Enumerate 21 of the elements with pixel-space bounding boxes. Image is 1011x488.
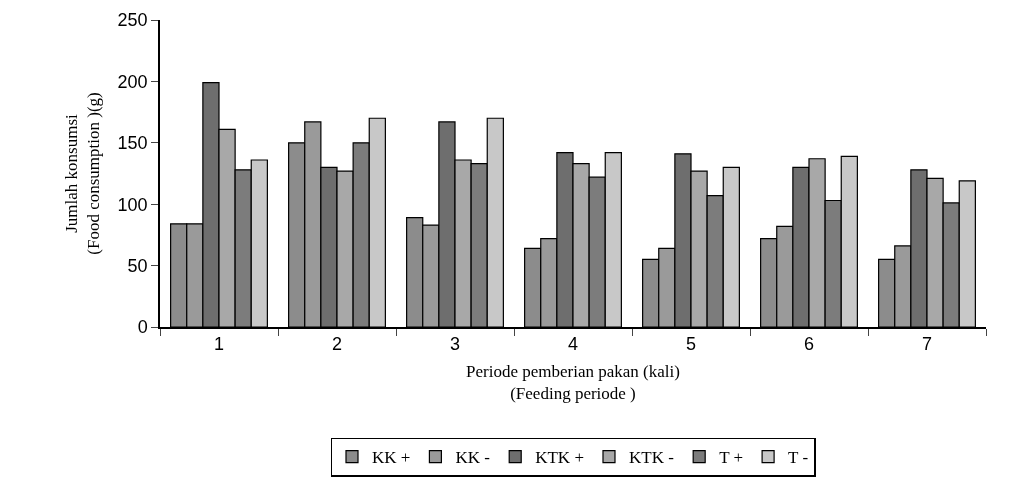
legend-label: KK + xyxy=(372,448,411,468)
legend-label: T + xyxy=(719,448,744,468)
y-tick-label: 150 xyxy=(117,133,148,154)
legend-label: T - xyxy=(788,448,809,468)
x-tick-label: 4 xyxy=(567,334,579,355)
y-tick-label: 250 xyxy=(117,10,148,31)
y-tick-label: 100 xyxy=(117,194,148,215)
legend-label: KTK + xyxy=(535,448,584,468)
legend-label: KTK - xyxy=(628,448,675,468)
x-tick-label: 7 xyxy=(921,334,933,355)
x-tick-label: 2 xyxy=(331,334,343,355)
x-tick-label: 6 xyxy=(803,334,815,355)
x-tick-label: 3 xyxy=(449,334,461,355)
legend-label: KK - xyxy=(455,448,491,468)
y-axis-title: Jumlah konsumsi (Food consumption )(g) xyxy=(61,92,103,255)
x-tick-label: 1 xyxy=(213,334,225,355)
y-tick-label: 200 xyxy=(117,71,148,92)
x-tick-label: 5 xyxy=(685,334,697,355)
y-tick-label: 50 xyxy=(127,255,148,276)
x-axis-title: Periode pemberian pakan (kali) (Feeding periode ) xyxy=(466,362,680,404)
y-tick-label: 0 xyxy=(137,317,148,338)
